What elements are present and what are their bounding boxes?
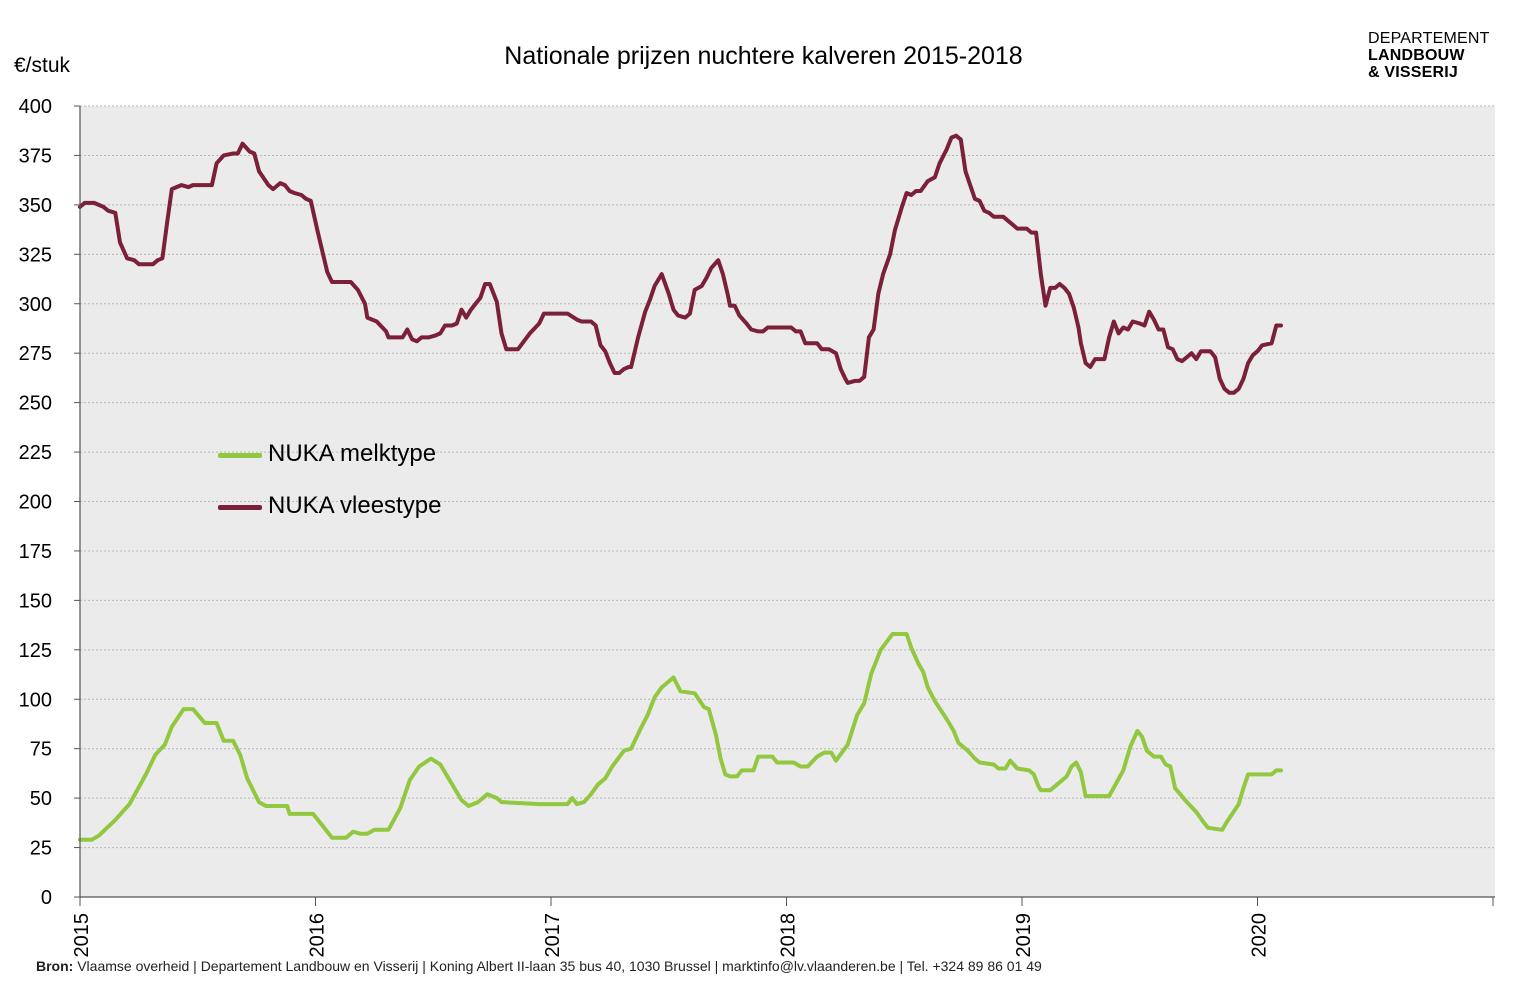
y-tick-label: 375 [19, 145, 52, 167]
x-tick-label: 2019 [1013, 913, 1035, 958]
y-tick-label: 325 [19, 244, 52, 266]
y-axis-label: €/stuk [14, 54, 71, 77]
x-tick-label: 2020 [1249, 913, 1271, 958]
legend-swatch-melktype [218, 453, 262, 458]
y-tick-label: 100 [19, 689, 52, 711]
source-footer: Bron: Vlaamse overheid | Departement Lan… [36, 958, 1042, 974]
y-tick-label: 150 [19, 590, 52, 612]
x-axis-ticks: 2015 2016 2017 2018 2019 2020 [71, 897, 1494, 958]
series-lines [78, 133, 1283, 842]
plot-area [80, 106, 1495, 897]
department-logo: DEPARTEMENT LANDBOUW & VISSERIJ [1368, 30, 1490, 81]
y-axis-ticks: 0 25 50 75 100 125 150 175 200 225 250 275 300 325 350… [19, 96, 80, 909]
source-label: Bron: [36, 958, 74, 974]
logo-line-3: & VISSERIJ [1368, 64, 1459, 81]
y-tick-label: 250 [19, 393, 52, 415]
logo-line-2: LANDBOUW [1368, 47, 1465, 64]
chart-title: Nationale prijzen nuchtere kalveren 2015… [504, 42, 1023, 70]
y-tick-label: 350 [19, 195, 52, 217]
x-tick-label: 2016 [307, 913, 329, 958]
y-tick-label: 300 [19, 294, 52, 316]
x-tick-label: 2018 [778, 913, 800, 958]
legend-label-melktype: NUKA melktype [268, 440, 437, 467]
y-tick-label: 225 [19, 442, 52, 464]
logo-line-1: DEPARTEMENT [1368, 30, 1490, 47]
y-tick-label: 25 [30, 838, 52, 860]
y-tick-label: 125 [19, 640, 52, 662]
source-text: Vlaamse overheid | Departement Landbouw … [73, 958, 1042, 974]
y-tick-label: 400 [19, 96, 52, 118]
legend-swatch-vleestype [218, 505, 262, 510]
y-tick-label: 0 [41, 887, 52, 909]
series-line-vleestype [78, 133, 1283, 395]
legend-label-vleestype: NUKA vleestype [268, 492, 442, 519]
x-tick-label: 2015 [71, 913, 93, 958]
y-tick-label: 50 [30, 788, 52, 810]
x-tick-label: 2017 [542, 913, 564, 958]
y-tick-label: 200 [19, 492, 52, 514]
series-line-melktype [78, 632, 1283, 842]
y-tick-label: 275 [19, 343, 52, 365]
y-tick-label: 75 [30, 739, 52, 761]
y-tick-label: 175 [19, 541, 52, 563]
